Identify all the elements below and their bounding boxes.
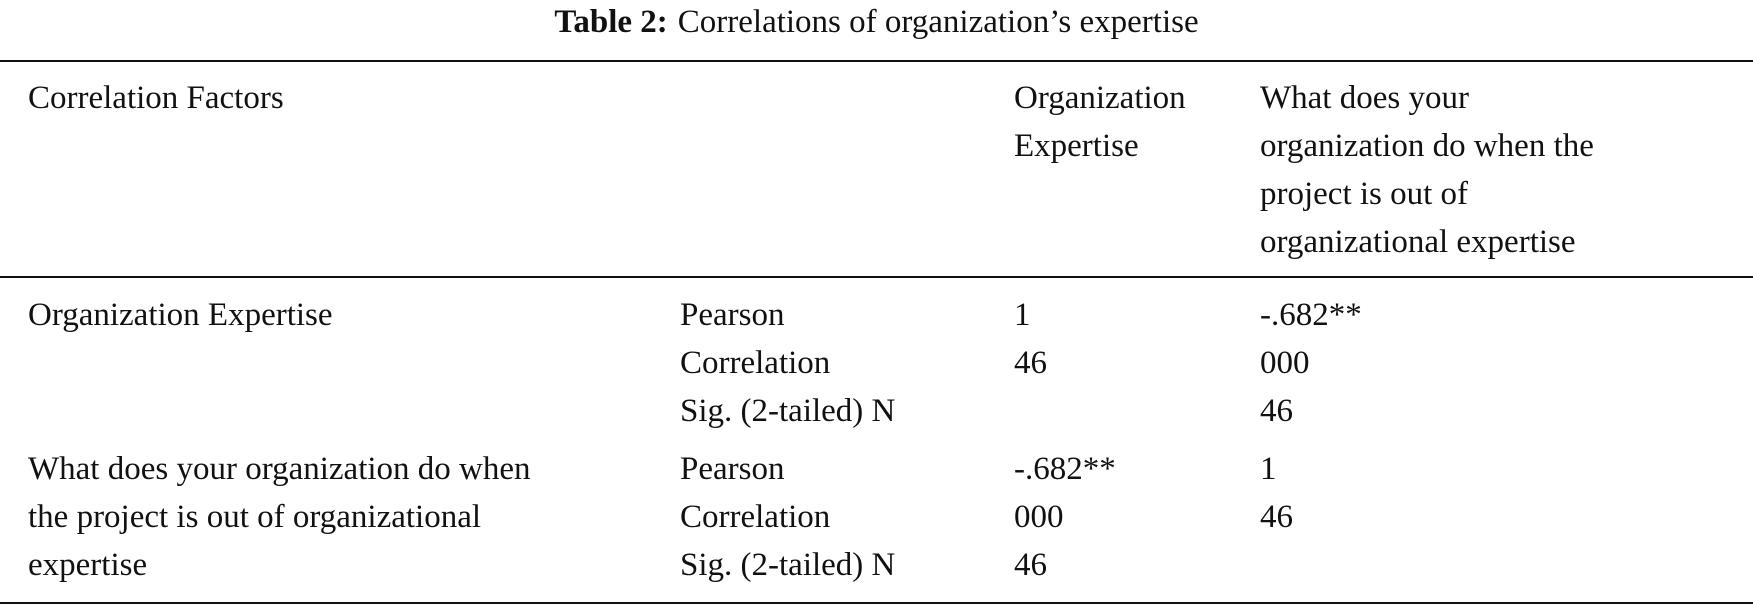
header-cell: Correlation Factors bbox=[28, 74, 284, 122]
cell-line: expertise bbox=[28, 547, 148, 583]
cell-line: organizational expertise bbox=[1260, 224, 1576, 260]
cell-line: What does your organization do when bbox=[28, 451, 531, 487]
cell-line: Organization bbox=[1014, 80, 1186, 116]
cell-line: Sig. (2-tailed) N bbox=[680, 393, 896, 429]
body-cell: Organization Expertise bbox=[28, 291, 333, 339]
cell-line: the project is out of organizational bbox=[28, 499, 482, 535]
cell-line: Pearson bbox=[680, 297, 785, 333]
cell-line: 46 bbox=[1260, 393, 1293, 429]
cell-line: Pearson bbox=[680, 451, 785, 487]
body-cell: -.682** 000 46 bbox=[1260, 291, 1362, 435]
body-cell: -.682** 000 46 bbox=[1014, 445, 1116, 589]
cell-line: Expertise bbox=[1014, 128, 1139, 164]
body-cell: Pearson Correlation Sig. (2-tailed) N bbox=[680, 291, 895, 435]
cell-line: Organization Expertise bbox=[28, 297, 333, 333]
cell-line: Correlation bbox=[680, 499, 831, 535]
cell-line: 46 bbox=[1014, 547, 1047, 583]
header-rule bbox=[0, 276, 1753, 278]
bottom-rule bbox=[0, 602, 1753, 604]
header-cell: What does your organization do when the pr… bbox=[1260, 74, 1594, 266]
table-caption: Table 2: Correlations of organization’s e… bbox=[0, 2, 1753, 42]
cell-line: 1 bbox=[1014, 297, 1031, 333]
header-cell: Organization Expertise bbox=[1014, 74, 1186, 170]
cell-line: 1 bbox=[1260, 451, 1277, 487]
cell-line: 000 bbox=[1014, 499, 1064, 535]
body-cell: 1 46 bbox=[1014, 291, 1047, 387]
caption-label: Table 2: bbox=[554, 4, 668, 40]
cell-line: Correlation bbox=[680, 345, 831, 381]
body-cell: Pearson Correlation Sig. (2-tailed) N bbox=[680, 445, 895, 589]
cell-line: Sig. (2-tailed) N bbox=[680, 547, 896, 583]
cell-line: 46 bbox=[1260, 499, 1293, 535]
caption-title: Correlations of organization’s expertise bbox=[677, 4, 1199, 40]
cell-line: -.682** bbox=[1014, 451, 1116, 487]
cell-line: organization do when the bbox=[1260, 128, 1594, 164]
cell-line: 46 bbox=[1014, 345, 1047, 381]
body-cell: What does your organization do when the p… bbox=[28, 445, 531, 589]
cell-line: What does your bbox=[1260, 80, 1469, 116]
cell-line: -.682** bbox=[1260, 297, 1362, 333]
cell-line: 000 bbox=[1260, 345, 1310, 381]
top-rule bbox=[0, 60, 1753, 62]
body-cell: 1 46 bbox=[1260, 445, 1293, 541]
cell-line: project is out of bbox=[1260, 176, 1469, 212]
cell-line: Correlation Factors bbox=[28, 80, 284, 116]
